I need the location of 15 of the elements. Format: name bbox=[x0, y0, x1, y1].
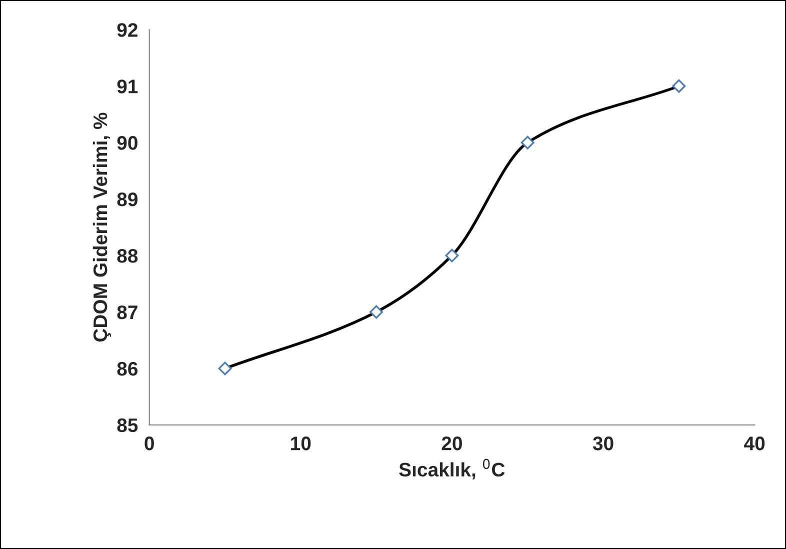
y-tick-label: 88 bbox=[117, 248, 138, 263]
x-tick-label: 40 bbox=[744, 436, 765, 450]
y-tick-label: 89 bbox=[117, 192, 138, 206]
x-tick-label: 20 bbox=[442, 436, 462, 450]
x-tick-label: 30 bbox=[592, 436, 614, 450]
y-tick-label: 90 bbox=[117, 136, 138, 150]
y-tick-label: 92 bbox=[117, 23, 138, 37]
y-tick-label: 91 bbox=[117, 80, 138, 94]
x-axis-title: Sıcaklık, $^{0}$C bbox=[399, 458, 505, 480]
y-tick-label: 85 bbox=[117, 418, 138, 432]
y-tick-label: 86 bbox=[117, 362, 138, 376]
y-axis-title: ÇDOM Giderim Verimi, % bbox=[92, 112, 112, 342]
x-tick-label: 10 bbox=[291, 436, 311, 450]
y-tick-label: 87 bbox=[117, 305, 138, 320]
x-tick-label: 0 bbox=[144, 436, 154, 450]
